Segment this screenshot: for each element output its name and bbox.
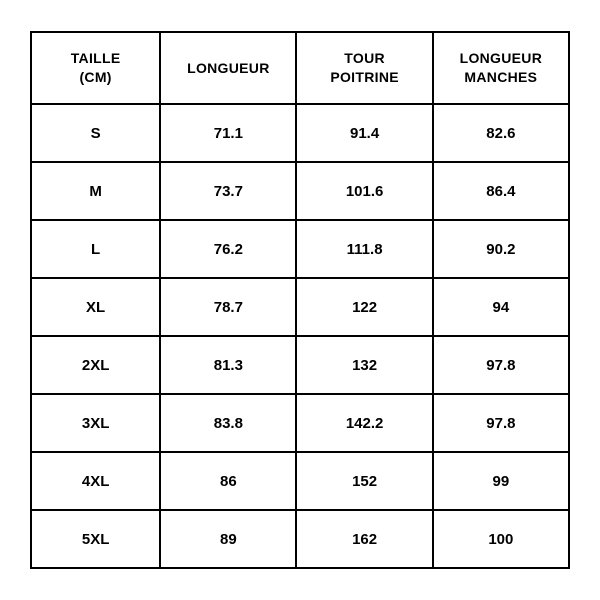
- column-header-longueur: LONGUEUR: [160, 32, 296, 104]
- header-line-1: TOUR: [344, 50, 385, 66]
- cell-longueur-manches: 90.2: [433, 220, 569, 278]
- cell-longueur-manches: 100: [433, 510, 569, 568]
- cell-size: 2XL: [31, 336, 160, 394]
- cell-longueur-manches: 97.8: [433, 394, 569, 452]
- header-line-2: MANCHES: [464, 69, 537, 85]
- cell-size: M: [31, 162, 160, 220]
- cell-longueur: 86: [160, 452, 296, 510]
- table-row: 2XL 81.3 132 97.8: [31, 336, 569, 394]
- table-row: 5XL 89 162 100: [31, 510, 569, 568]
- table-row: 4XL 86 152 99: [31, 452, 569, 510]
- column-header-taille: TAILLE (CM): [31, 32, 160, 104]
- size-chart-table: TAILLE (CM) LONGUEUR TOUR POITRINE LONGU…: [30, 31, 570, 569]
- cell-longueur-manches: 86.4: [433, 162, 569, 220]
- cell-tour-poitrine: 122: [296, 278, 432, 336]
- cell-tour-poitrine: 152: [296, 452, 432, 510]
- cell-tour-poitrine: 111.8: [296, 220, 432, 278]
- cell-size: 4XL: [31, 452, 160, 510]
- table-row: 3XL 83.8 142.2 97.8: [31, 394, 569, 452]
- cell-longueur-manches: 99: [433, 452, 569, 510]
- column-header-longueur-manches: LONGUEUR MANCHES: [433, 32, 569, 104]
- table-body: S 71.1 91.4 82.6 M 73.7 101.6 86.4 L 76.…: [31, 104, 569, 568]
- table-header-row: TAILLE (CM) LONGUEUR TOUR POITRINE LONGU…: [31, 32, 569, 104]
- cell-size: XL: [31, 278, 160, 336]
- cell-tour-poitrine: 132: [296, 336, 432, 394]
- cell-longueur: 73.7: [160, 162, 296, 220]
- cell-size: L: [31, 220, 160, 278]
- cell-longueur: 78.7: [160, 278, 296, 336]
- cell-size: S: [31, 104, 160, 162]
- table-row: S 71.1 91.4 82.6: [31, 104, 569, 162]
- table-row: XL 78.7 122 94: [31, 278, 569, 336]
- table-header: TAILLE (CM) LONGUEUR TOUR POITRINE LONGU…: [31, 32, 569, 104]
- header-line-1: LONGUEUR: [460, 50, 543, 66]
- header-line-2: (CM): [79, 69, 111, 85]
- cell-longueur-manches: 97.8: [433, 336, 569, 394]
- cell-size: 5XL: [31, 510, 160, 568]
- cell-size: 3XL: [31, 394, 160, 452]
- cell-longueur: 83.8: [160, 394, 296, 452]
- header-line-1: TAILLE: [71, 50, 121, 66]
- cell-tour-poitrine: 142.2: [296, 394, 432, 452]
- cell-longueur: 89: [160, 510, 296, 568]
- cell-longueur-manches: 82.6: [433, 104, 569, 162]
- cell-tour-poitrine: 162: [296, 510, 432, 568]
- cell-longueur-manches: 94: [433, 278, 569, 336]
- cell-tour-poitrine: 91.4: [296, 104, 432, 162]
- table-row: M 73.7 101.6 86.4: [31, 162, 569, 220]
- cell-tour-poitrine: 101.6: [296, 162, 432, 220]
- size-chart-wrapper: TAILLE (CM) LONGUEUR TOUR POITRINE LONGU…: [2, 1, 598, 599]
- header-line-2: POITRINE: [330, 69, 399, 85]
- table-row: L 76.2 111.8 90.2: [31, 220, 569, 278]
- cell-longueur: 76.2: [160, 220, 296, 278]
- column-header-tour-poitrine: TOUR POITRINE: [296, 32, 432, 104]
- cell-longueur: 81.3: [160, 336, 296, 394]
- cell-longueur: 71.1: [160, 104, 296, 162]
